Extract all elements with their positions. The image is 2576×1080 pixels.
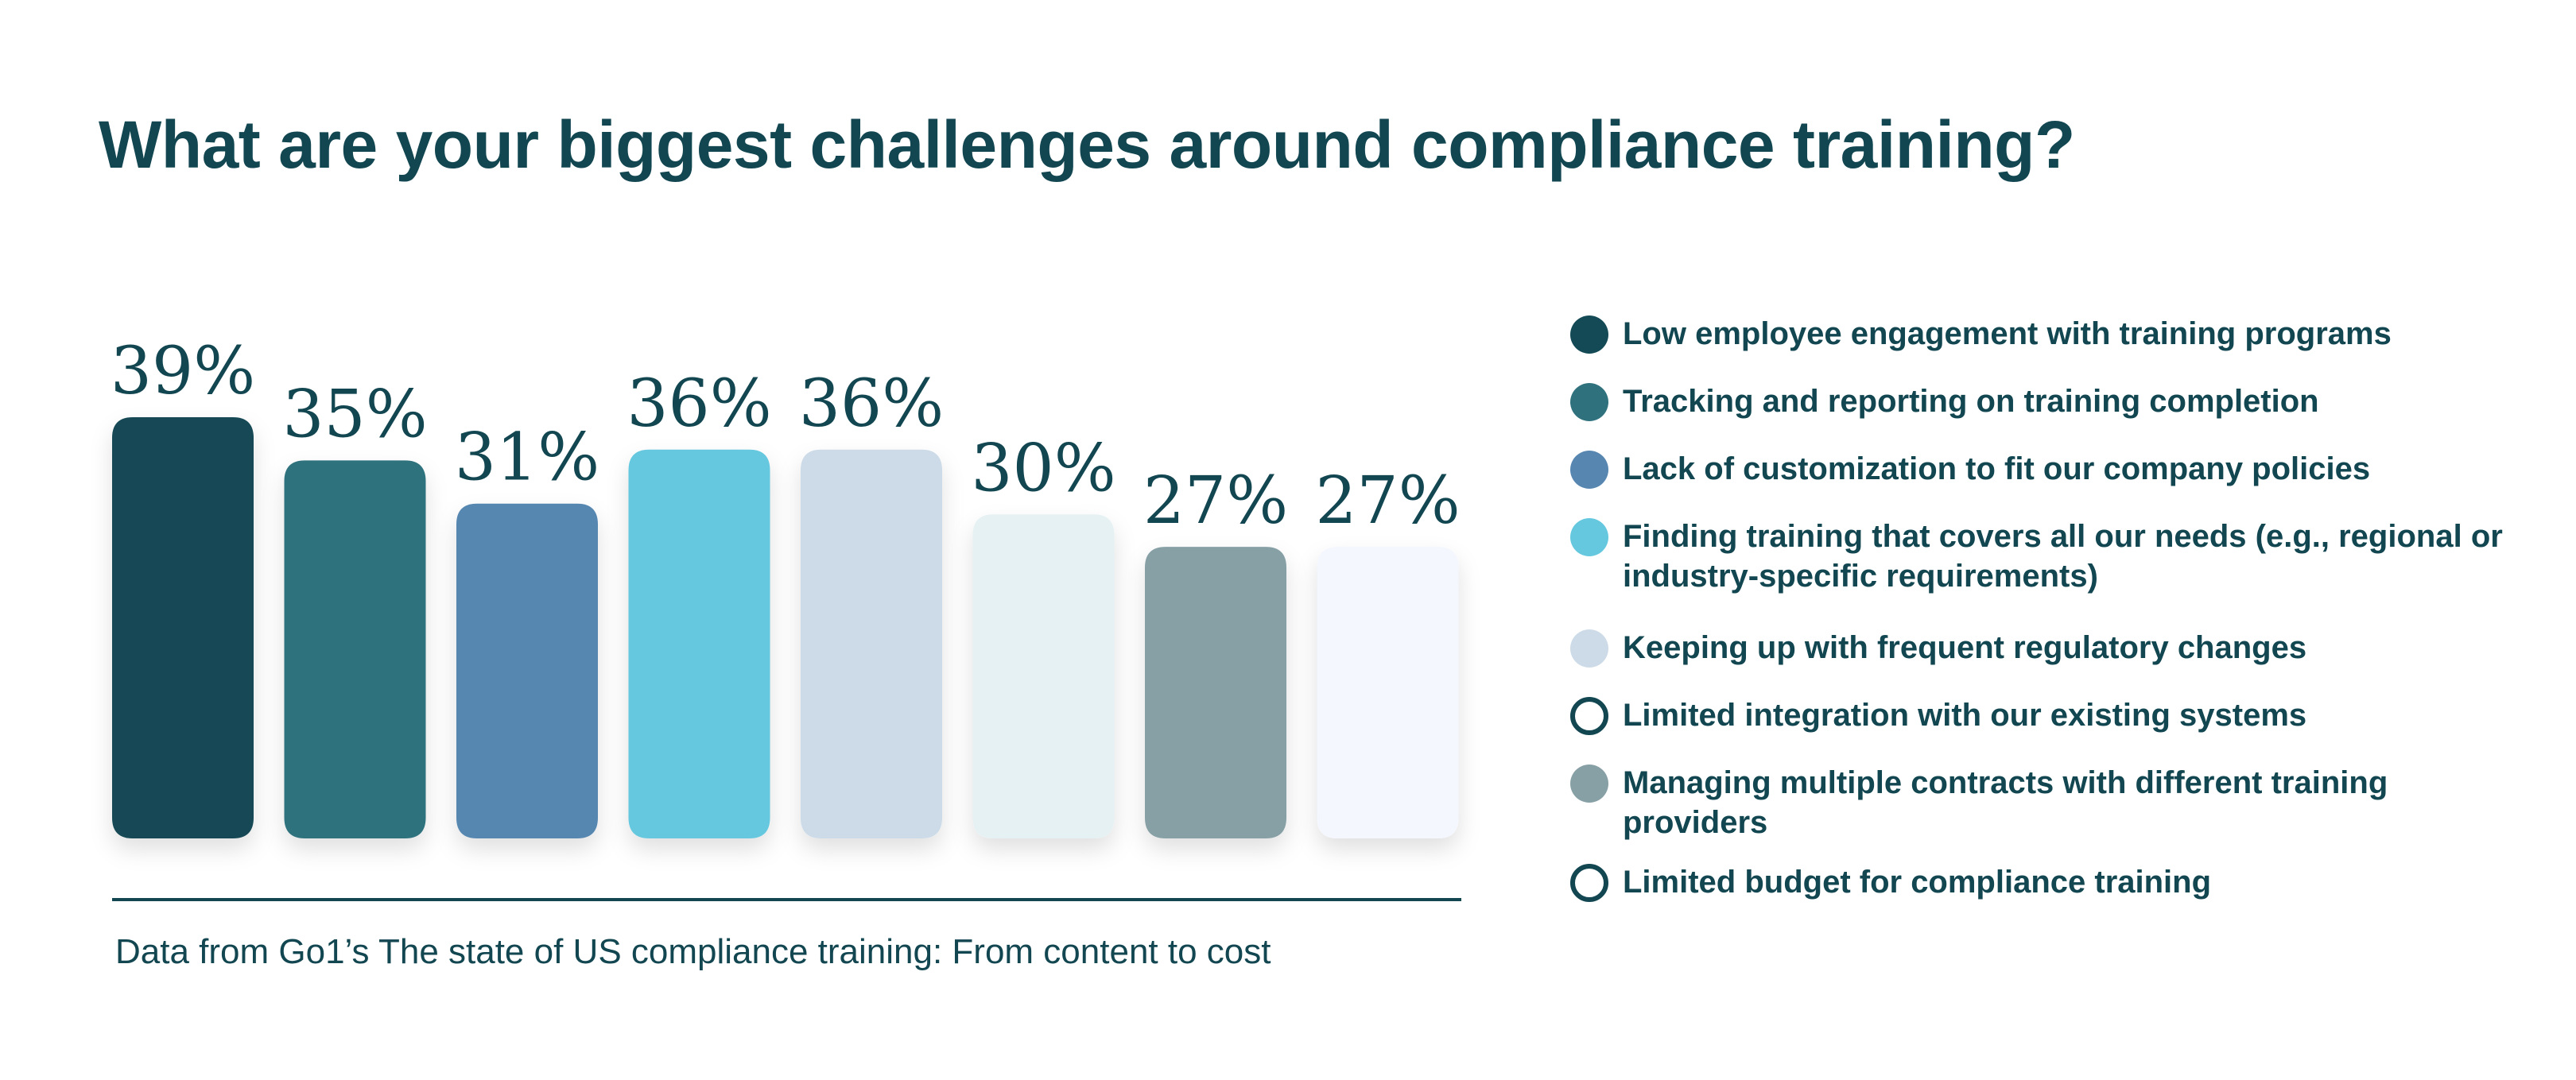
legend-label-1: Low employee engagement with training pr… (1623, 316, 2392, 351)
bar-value-label-4: 36% (627, 366, 771, 442)
legend-item-4: Finding training that covers all our nee… (1570, 517, 2537, 596)
legend-swatch-6 (1570, 697, 1608, 735)
bar-labels-group: 39% 35% 31% 36% 36% 30% 27% 27% (111, 334, 1461, 539)
legend-label-7: Managing multiple contracts with differe… (1623, 765, 2388, 840)
legend-swatch-2 (1570, 383, 1608, 421)
legend-swatch-1 (1570, 315, 1608, 354)
legend-item-2: Tracking and reporting on training compl… (1570, 381, 2537, 421)
legend-swatch-5 (1570, 629, 1608, 668)
bar-value-label-8: 27% (1315, 463, 1460, 539)
legend-label-5: Keeping up with frequent regulatory chan… (1623, 630, 2307, 665)
legend-swatch-4 (1570, 518, 1608, 556)
legend-item-6: Limited integration with our existing sy… (1570, 695, 2537, 735)
legend-item-3: Lack of customization to fit our company… (1570, 449, 2537, 489)
chart-title: What are your biggest challenges around … (99, 107, 2075, 182)
bar-6 (972, 514, 1115, 838)
legend-item-5: Keeping up with frequent regulatory chan… (1570, 628, 2537, 668)
bar-4 (628, 449, 770, 838)
legend-label-3: Lack of customization to fit our company… (1623, 451, 2371, 486)
legend-label-6: Limited integration with our existing sy… (1623, 698, 2307, 733)
legend-item-8: Limited budget for compliance training (1570, 862, 2537, 902)
bar-value-label-7: 27% (1143, 463, 1288, 539)
legend-label-2: Tracking and reporting on training compl… (1623, 384, 2319, 419)
bar-value-label-1: 39% (111, 334, 255, 409)
source-note: Data from Go1’s The state of US complian… (115, 932, 1271, 971)
legend-label-8: Limited budget for compliance training (1623, 865, 2212, 900)
legend-swatch-3 (1570, 451, 1608, 489)
legend-item-7: Managing multiple contracts with differe… (1570, 763, 2537, 842)
bar-1 (112, 417, 254, 838)
bars-group (112, 417, 1459, 838)
bar-3 (456, 503, 598, 838)
bar-2 (284, 460, 426, 838)
bar-8 (1317, 547, 1459, 838)
bar-value-label-2: 35% (282, 377, 427, 452)
bar-7 (1145, 547, 1286, 838)
legend-swatch-7 (1570, 765, 1608, 803)
legend-label-4: Finding training that covers all our nee… (1623, 519, 2503, 594)
bar-value-label-6: 30% (971, 431, 1115, 506)
chart-baseline (112, 898, 1461, 901)
legend-item-1: Low employee engagement with training pr… (1570, 314, 2537, 354)
bar-value-label-3: 31% (455, 420, 599, 496)
bar-5 (801, 449, 942, 838)
legend-swatch-8 (1570, 864, 1608, 902)
bar-value-label-5: 36% (799, 366, 944, 442)
